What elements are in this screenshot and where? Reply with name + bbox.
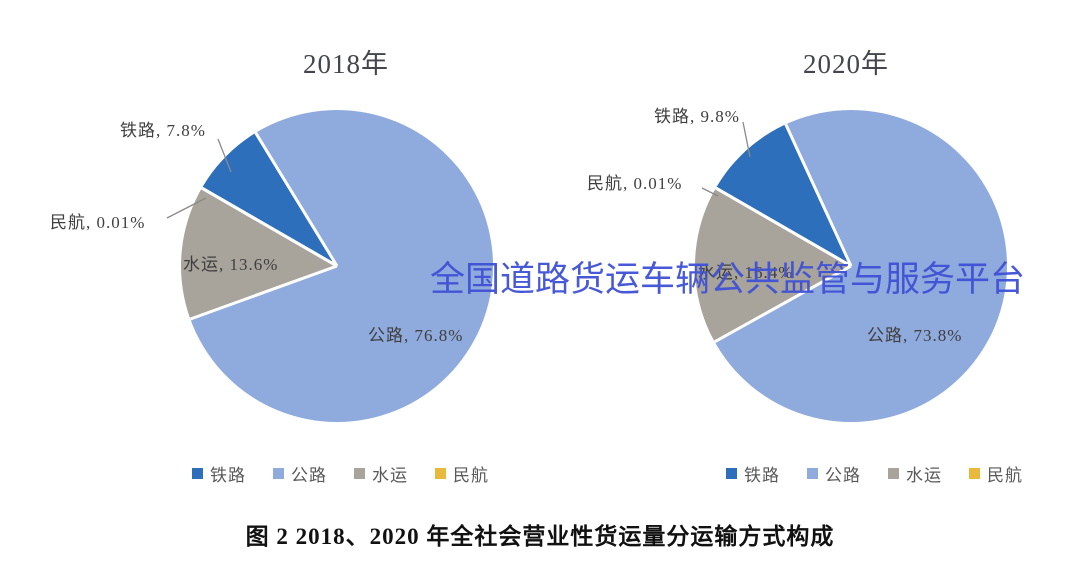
legend-item-aviation: 民航 — [969, 461, 1023, 486]
pie-2018 — [181, 110, 493, 422]
legend-item-road: 公路 — [807, 461, 861, 486]
slice-label-railway: 铁路, 9.8% — [654, 107, 740, 126]
legend-2020: 铁路 公路 水运 民航 — [726, 461, 1023, 486]
figure-caption: 图 2 2018、2020 年全社会营业性货运量分运输方式构成 — [245, 524, 835, 549]
legend-marker-railway — [726, 468, 737, 479]
legend-item-railway: 铁路 — [726, 461, 780, 486]
pie-slice-dividers — [187, 130, 339, 322]
slice-label-road: 公路, 73.8% — [867, 326, 963, 345]
legend-marker-water — [354, 468, 365, 479]
pie-slice-dividers — [712, 121, 853, 345]
legend-label-water: 水运 — [372, 466, 408, 485]
pie-chart-2020: 2020年 铁路, 9.8% 公路, 73.8% 水运, 16.4% 民航, 0… — [540, 0, 1080, 510]
slice-label-aviation: 民航, 0.01% — [50, 213, 146, 232]
slice-label-aviation: 民航, 0.01% — [587, 174, 683, 193]
legend-item-road: 公路 — [273, 461, 327, 486]
legend-item-water: 水运 — [354, 461, 408, 486]
legend-marker-water — [888, 468, 899, 479]
legend-marker-aviation — [969, 468, 980, 479]
slice-label-water: 水运, 13.6% — [183, 255, 279, 274]
legend-label-road: 公路 — [291, 466, 327, 485]
slice-label-road: 公路, 76.8% — [368, 326, 464, 345]
legend-marker-railway — [192, 468, 203, 479]
slice-label-water: 水运, 16.4% — [698, 263, 794, 282]
legend-item-water: 水运 — [888, 461, 942, 486]
legend-label-aviation: 民航 — [453, 466, 489, 485]
pie-2020 — [695, 110, 1007, 422]
legend-label-railway: 铁路 — [744, 466, 780, 485]
legend-item-railway: 铁路 — [192, 461, 246, 486]
legend-label-water: 水运 — [906, 466, 942, 485]
chart-title-2018: 2018年 — [303, 49, 389, 79]
legend-label-railway: 铁路 — [210, 466, 246, 485]
watermark-text: 全国道路货运车辆公共监管与服务平台 — [430, 260, 1026, 299]
legend-marker-aviation — [435, 468, 446, 479]
slice-label-railway: 铁路, 7.8% — [120, 121, 206, 140]
legend-marker-road — [807, 468, 818, 479]
pie-chart-2018: 2018年 铁路, 7.8% 公路, 76.8% 水运, 13.6% 民航, 0… — [0, 0, 540, 510]
legend-label-road: 公路 — [825, 466, 861, 485]
chart-title-2020: 2020年 — [803, 49, 889, 79]
legend-item-aviation: 民航 — [435, 461, 489, 486]
legend-2018: 铁路 公路 水运 民航 — [192, 461, 489, 486]
legend-label-aviation: 民航 — [987, 466, 1023, 485]
legend-marker-road — [273, 468, 284, 479]
